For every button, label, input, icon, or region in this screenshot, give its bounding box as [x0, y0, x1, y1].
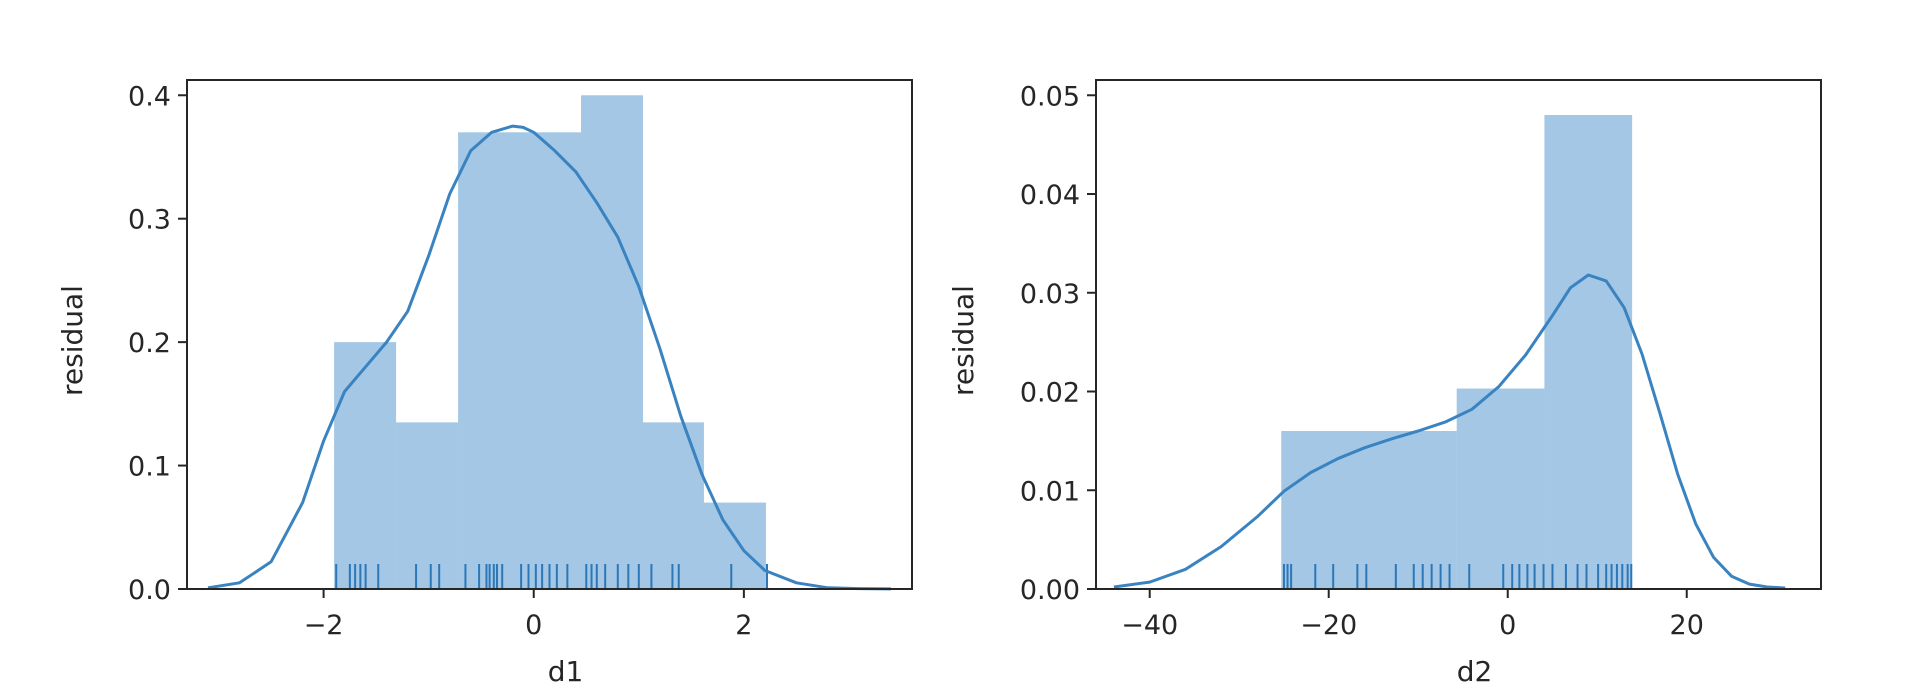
y-tick-label: 0.4	[128, 81, 171, 112]
y-tick-label: 0.05	[1020, 81, 1080, 112]
histogram-bar	[396, 422, 459, 589]
axes-frame	[186, 79, 913, 590]
histogram-bar	[1281, 431, 1457, 589]
chart-d2: −40 −20 0 20 0.00 0.01 0.02 0.03 0.04 0.05 d2 resid…	[947, 79, 1822, 688]
x-tick-label: 2	[735, 610, 752, 641]
kde-line	[207, 124, 892, 591]
x-tick-label: −20	[1300, 610, 1357, 641]
histogram-bar	[1456, 388, 1545, 589]
y-tick-label: 0.2	[128, 328, 171, 359]
y-axis-label: residual	[947, 285, 980, 396]
histogram-bar	[334, 342, 397, 589]
histogram-bar	[581, 95, 644, 590]
x-tick-label: −2	[304, 610, 344, 641]
x-axis-label: d2	[1457, 655, 1493, 688]
y-tick-label: 0.03	[1020, 279, 1080, 310]
x-tick-label: 0	[525, 610, 542, 641]
axes-frame	[1095, 79, 1822, 590]
x-axis-label: d1	[548, 655, 584, 688]
x-tick-label: 0	[1499, 610, 1516, 641]
y-tick-label: 0.04	[1020, 180, 1080, 211]
y-tick-label: 0.0	[128, 575, 171, 606]
y-tick-label: 0.00	[1020, 575, 1080, 606]
histogram-bar	[1544, 115, 1633, 590]
y-tick-label: 0.02	[1020, 378, 1080, 409]
histogram-bar	[703, 502, 766, 589]
kde-line	[1113, 273, 1786, 590]
x-tick-label: −40	[1121, 610, 1178, 641]
y-axis-label: residual	[56, 285, 89, 396]
chart-d1: −2 0 2 0.0 0.1 0.2 0.3 0.4 d1 residual	[56, 79, 913, 688]
y-tick-label: 0.3	[128, 205, 171, 236]
y-tick-label: 0.01	[1020, 476, 1080, 507]
y-tick-label: 0.1	[128, 452, 171, 483]
x-tick-label: 20	[1670, 610, 1704, 641]
histogram-bar	[458, 132, 582, 589]
